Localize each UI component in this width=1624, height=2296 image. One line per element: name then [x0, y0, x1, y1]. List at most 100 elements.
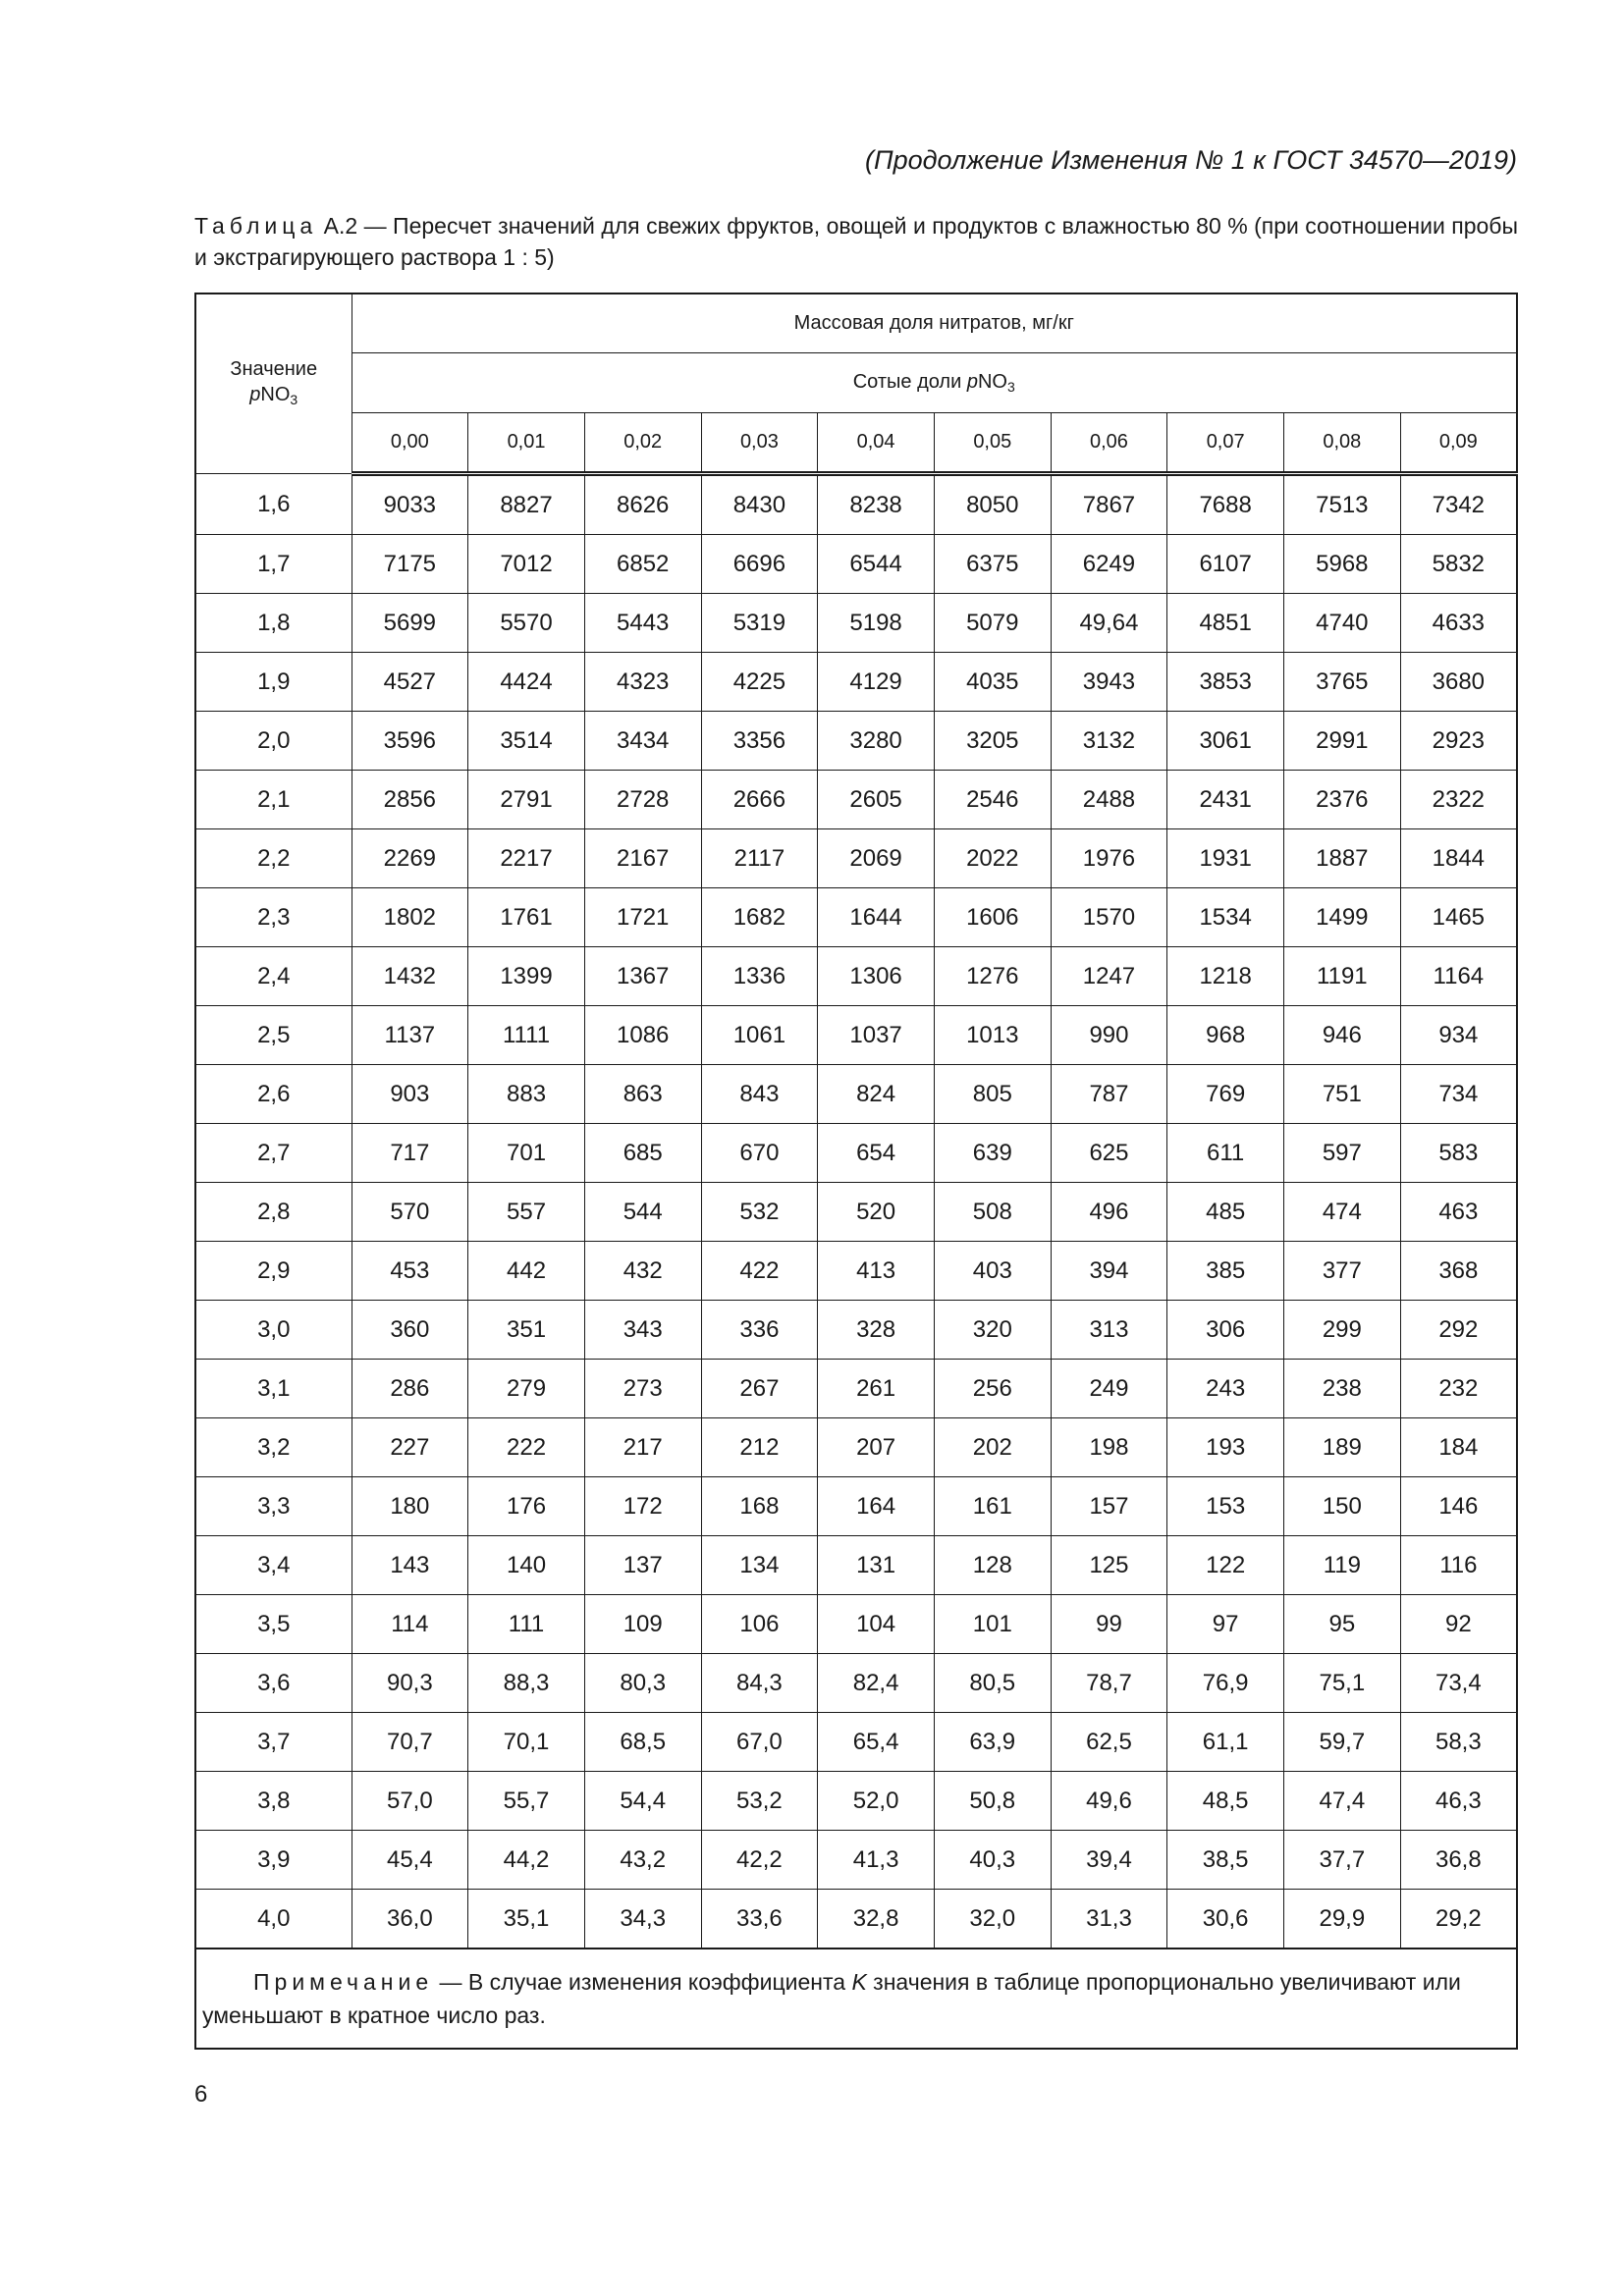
row-label: 1,8 [194, 593, 352, 653]
table-cell: 238 [1283, 1359, 1401, 1418]
table-cell: 3765 [1283, 652, 1401, 712]
table-cell: 37,7 [1283, 1830, 1401, 1890]
table-cell: 57,0 [351, 1771, 469, 1831]
row-label: 3,1 [194, 1359, 352, 1418]
column-header: 0,07 [1166, 412, 1284, 476]
table-cell: 7513 [1283, 473, 1401, 535]
table-row: 3,7 70,7 70,1 68,5 67,0 65,4 63,9 62,5 61,1 59,7 5… [194, 1712, 1518, 1772]
table-cell: 1086 [583, 1005, 702, 1065]
table-row: 3,3 180 176 172 168 164 161 157 153 150 146 [194, 1476, 1518, 1536]
table-cell: 114 [351, 1594, 469, 1654]
table-cell: 32,8 [817, 1889, 935, 1949]
table-cell: 1432 [351, 946, 469, 1006]
table-cell: 99 [1050, 1594, 1168, 1654]
row-label: 4,0 [194, 1889, 352, 1949]
row-label: 2,5 [194, 1005, 352, 1065]
table-cell: 570 [351, 1182, 469, 1242]
table-cell: 168 [700, 1476, 819, 1536]
table-cell: 2488 [1050, 770, 1168, 829]
group-header: Массовая доля нитратов, мг/кг [351, 293, 1518, 353]
table-cell: 1570 [1050, 887, 1168, 947]
table-cell: 453 [351, 1241, 469, 1301]
table-cell: 202 [933, 1417, 1052, 1477]
table-cell: 2022 [933, 828, 1052, 888]
table-cell: 717 [351, 1123, 469, 1183]
note-k: K [851, 1969, 867, 1995]
table-row: 2,1 2856 2791 2728 2666 2605 2546 2488 2431 2376 2… [194, 770, 1518, 829]
table-cell: 116 [1399, 1535, 1518, 1595]
table-cell: 45,4 [351, 1830, 469, 1890]
table-cell: 61,1 [1166, 1712, 1284, 1772]
table-row: 2,9 453 442 432 422 413 403 394 385 377 368 [194, 1241, 1518, 1301]
table-cell: 6249 [1050, 534, 1168, 594]
table-row: 3,9 45,4 44,2 43,2 42,2 41,3 40,3 39,4 38,5 37,7 3… [194, 1830, 1518, 1890]
table-cell: 38,5 [1166, 1830, 1284, 1890]
table-cell: 8238 [817, 473, 935, 535]
row-label: 3,9 [194, 1830, 352, 1890]
table-cell: 49,6 [1050, 1771, 1168, 1831]
table-cell: 95 [1283, 1594, 1401, 1654]
table-cell: 343 [583, 1300, 702, 1360]
table-cell: 8827 [467, 473, 585, 535]
table-cell: 65,4 [817, 1712, 935, 1772]
table-cell: 5699 [351, 593, 469, 653]
table-row: 3,6 90,3 88,3 80,3 84,3 82,4 80,5 78,7 76,9 75,1 7… [194, 1653, 1518, 1713]
table-cell: 50,8 [933, 1771, 1052, 1831]
table-cell: 3596 [351, 711, 469, 771]
table-cell: 140 [467, 1535, 585, 1595]
table-cell: 4424 [467, 652, 585, 712]
table-cell: 1061 [700, 1005, 819, 1065]
table-cell: 43,2 [583, 1830, 702, 1890]
table-cell: 41,3 [817, 1830, 935, 1890]
table-cell: 59,7 [1283, 1712, 1401, 1772]
column-header: 0,00 [351, 412, 469, 476]
table-cell: 701 [467, 1123, 585, 1183]
table-cell: 62,5 [1050, 1712, 1168, 1772]
table-cell: 279 [467, 1359, 585, 1418]
table-cell: 97 [1166, 1594, 1284, 1654]
table-cell: 34,3 [583, 1889, 702, 1949]
table-cell: 32,0 [933, 1889, 1052, 1949]
table-row: 2,4 1432 1399 1367 1336 1306 1276 1247 1218 1191 1… [194, 946, 1518, 1006]
column-header: 0,05 [933, 412, 1052, 476]
row-label: 3,4 [194, 1535, 352, 1595]
page-number: 6 [194, 2081, 208, 2108]
table-cell: 1276 [933, 946, 1052, 1006]
table-cell: 261 [817, 1359, 935, 1418]
table-cell: 3205 [933, 711, 1052, 771]
table-cell: 532 [700, 1182, 819, 1242]
table-cell: 4323 [583, 652, 702, 712]
table-row: 2,8 570 557 544 532 520 508 496 485 474 463 [194, 1182, 1518, 1242]
row-label: 3,5 [194, 1594, 352, 1654]
table-cell: 394 [1050, 1241, 1168, 1301]
table-cell: 7012 [467, 534, 585, 594]
table-cell: 2791 [467, 770, 585, 829]
table-cell: 787 [1050, 1064, 1168, 1124]
table-cell: 2856 [351, 770, 469, 829]
table-row: 1,8 5699 5570 5443 5319 5198 5079 49,64 4851 4740… [194, 593, 1518, 653]
table-cell: 104 [817, 1594, 935, 1654]
row-label: 2,8 [194, 1182, 352, 1242]
row-label: 3,7 [194, 1712, 352, 1772]
table-cell: 29,2 [1399, 1889, 1518, 1949]
table-cell: 2069 [817, 828, 935, 888]
table-cell: 157 [1050, 1476, 1168, 1536]
table-cell: 198 [1050, 1417, 1168, 1477]
table-cell: 583 [1399, 1123, 1518, 1183]
table-cell: 485 [1166, 1182, 1284, 1242]
table-cell: 109 [583, 1594, 702, 1654]
table-cell: 5832 [1399, 534, 1518, 594]
table-cell: 968 [1166, 1005, 1284, 1065]
table-cell: 1191 [1283, 946, 1401, 1006]
table-cell: 73,4 [1399, 1653, 1518, 1713]
table-cell: 184 [1399, 1417, 1518, 1477]
table-cell: 1976 [1050, 828, 1168, 888]
table-cell: 2117 [700, 828, 819, 888]
table-cell: 2605 [817, 770, 935, 829]
table-cell: 611 [1166, 1123, 1284, 1183]
table-cell: 2728 [583, 770, 702, 829]
stub-header-p: p [249, 383, 261, 405]
table-cell: 1721 [583, 887, 702, 947]
caption-label: Таблица [194, 213, 318, 239]
table-cell: 328 [817, 1300, 935, 1360]
